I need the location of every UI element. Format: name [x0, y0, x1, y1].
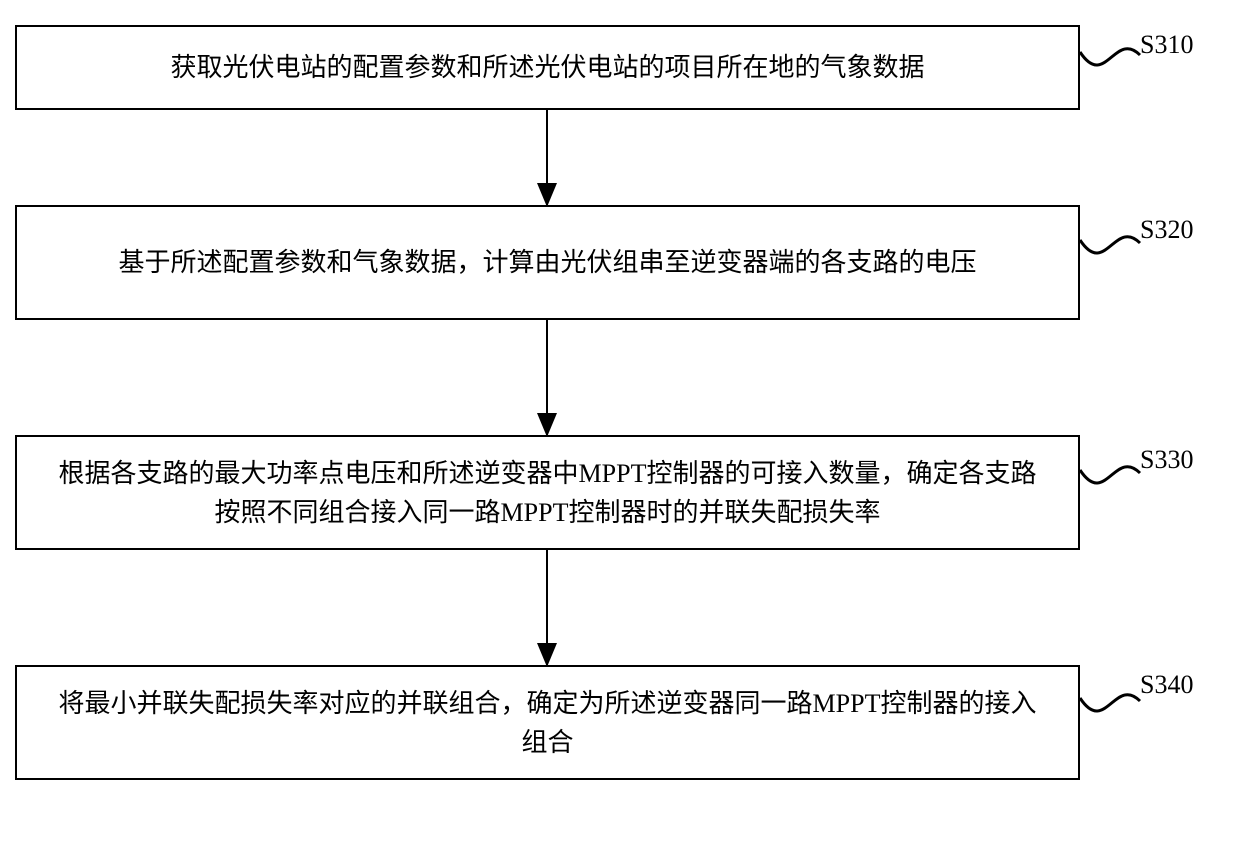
step-label-n3: S330 [1140, 445, 1193, 475]
flowchart-canvas: 获取光伏电站的配置参数和所述光伏电站的项目所在地的气象数据 S310 基于所述配置参… [0, 0, 1240, 848]
step-label-n1: S310 [1140, 30, 1193, 60]
flow-step-n4: 将最小并联失配损失率对应的并联组合，确定为所述逆变器同一路MPPT控制器的接入组… [15, 665, 1080, 780]
step-label-n4: S340 [1140, 670, 1193, 700]
flow-step-n2: 基于所述配置参数和气象数据，计算由光伏组串至逆变器端的各支路的电压 [15, 205, 1080, 320]
flow-step-n1: 获取光伏电站的配置参数和所述光伏电站的项目所在地的气象数据 [15, 25, 1080, 110]
step-label-n2: S320 [1140, 215, 1193, 245]
flow-step-n3: 根据各支路的最大功率点电压和所述逆变器中MPPT控制器的可接入数量，确定各支路按… [15, 435, 1080, 550]
